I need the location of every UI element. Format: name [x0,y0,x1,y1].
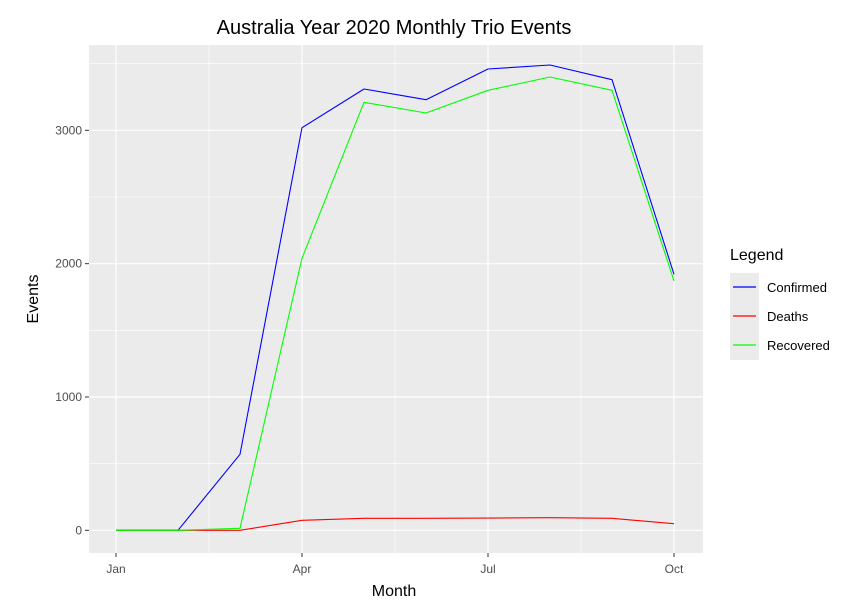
plot-panel [89,45,703,553]
x-tick-label: Jul [480,562,495,576]
x-tick-label: Oct [665,562,684,576]
minor-gridlines [89,45,703,553]
legend-title: Legend [730,247,783,264]
y-axis-title: Events [25,275,42,324]
x-axis: Jan Apr Jul Oct [106,553,684,576]
legend-label-confirmed: Confirmed [767,280,827,295]
legend-label-deaths: Deaths [767,309,809,324]
series-line-recovered [116,76,675,531]
y-tick-label: 0 [75,523,82,537]
legend-label-recovered: Recovered [767,338,830,353]
legend: Legend Confirmed Deaths Recovered [730,247,830,360]
y-tick-label: 2000 [55,257,82,271]
chart-title: Australia Year 2020 Monthly Trio Events [217,17,572,39]
x-axis-title: Month [372,583,416,600]
major-gridlines [89,45,703,553]
series-lines [116,64,675,531]
x-tick-label: Apr [293,562,312,576]
series-line-confirmed [116,64,675,531]
x-tick-label: Jan [106,562,125,576]
y-tick-label: 3000 [55,123,82,137]
y-tick-label: 1000 [55,390,82,404]
series-line-deaths [116,517,675,531]
y-axis: 0 1000 2000 3000 [55,123,89,537]
